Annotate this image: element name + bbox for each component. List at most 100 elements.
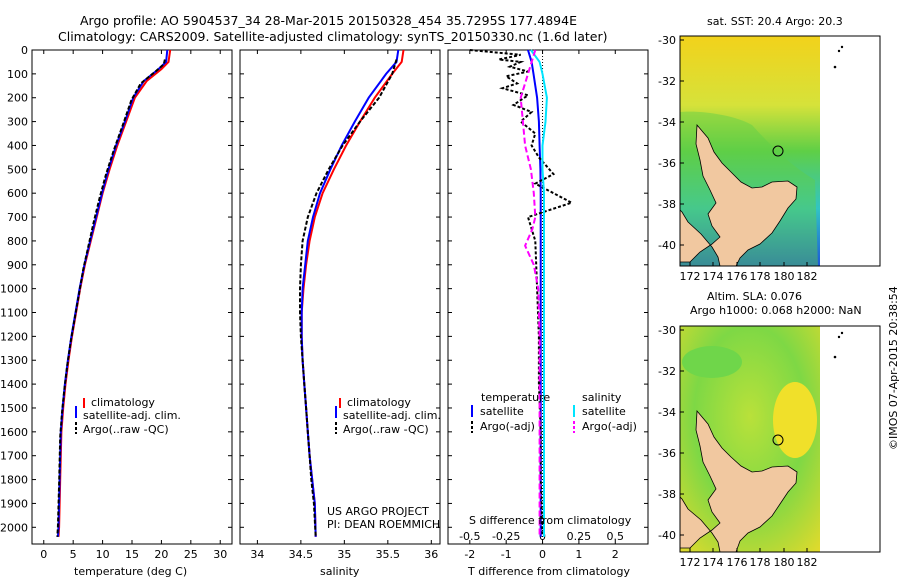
x-tick-label: 34.5 [289,548,314,561]
map-bottom-title-line1: Altim. SLA: 0.076 [707,290,803,303]
x-tick-label: 1 [575,548,582,561]
y-tick-label: 1200 [0,330,28,343]
map-x-tick-label: 172 [680,270,701,283]
y-tick-label: 500 [7,163,28,176]
x-tick-label: 34 [250,548,264,561]
y-tick-label: 1700 [0,450,28,463]
x-tick-label: 36 [424,548,438,561]
sla-map [679,325,881,553]
y-tick-label: 200 [7,92,28,105]
island-marker [840,331,844,335]
y-tick-label: 300 [7,116,28,129]
island-marker [840,45,844,49]
y-tick-label: 800 [7,235,28,248]
y-tick-label: 1500 [0,402,28,415]
legend-label: climatology [347,396,411,409]
series-line-satellite-adj-clim- [300,49,400,537]
series-line-climatology [300,49,405,537]
sst-map [679,35,881,267]
difference-panel-frame [447,49,649,545]
y-tick-label: 100 [7,68,28,81]
map-blank [820,326,880,552]
y-tick-label: 1000 [0,283,28,296]
map-x-tick-label: 174 [703,556,724,569]
map-x-tick-label: 176 [727,270,748,283]
map-x-tick-label: 178 [750,270,771,283]
x-tick-label: 35 [337,548,351,561]
y-tick-label: 1800 [0,474,28,487]
map-y-tick-label: -34 [658,406,676,419]
map-x-tick-label: 178 [750,556,771,569]
argo-position-marker [772,434,784,446]
salinity-panel-frame [239,49,441,545]
y-tick-label: 2000 [0,521,28,534]
x-tick-label: 20 [154,548,168,561]
island-marker [837,335,841,339]
island-marker [837,49,841,53]
legend-label: salinity [582,391,622,404]
argo-position-marker [772,145,784,157]
y-tick-label: 700 [7,211,28,224]
legend-label: temperature [481,391,550,404]
y-tick-label: 900 [7,259,28,272]
map-y-tick-label: -36 [658,157,676,170]
legend-label: satellite [480,405,524,418]
series-line-t-argo-adj- [469,49,575,537]
map-frame [679,35,881,267]
legend-label: climatology [91,396,155,409]
y-tick-label: 600 [7,187,28,200]
salinity-legend: climatology satellite-adj. clim. Argo(..… [327,396,441,531]
chart-title-line2: Climatology: CARS2009. Satellite-adjuste… [58,29,608,44]
legend-label: Argo(-adj) [582,420,637,433]
legend-label: Argo(..raw -QC) [343,423,429,436]
legend-label: Argo(-adj) [480,420,535,433]
legend-label: Argo(..raw -QC) [83,423,169,436]
x-tick-label: 15 [125,548,139,561]
top-tick-label: -0.25 [492,530,520,543]
series-line-s-satellite [530,49,548,537]
map-frame [679,325,881,553]
temperature-panel-frame [31,49,233,545]
sla-low [682,346,742,378]
x-tick-label: 2 [612,548,619,561]
x-axis-label: temperature (deg C) [74,565,187,578]
x-tick-label: 35.5 [376,548,401,561]
legend-label: satellite-adj. clim. [343,409,441,422]
x-axis-label: salinity [320,565,360,578]
y-tick-label: 0 [21,44,28,57]
x-axis-label: T difference from climatology [467,565,630,578]
map-x-tick-label: 182 [797,270,818,283]
x-tick-label: 0 [539,548,546,561]
map-x-tick-label: 180 [774,556,795,569]
chart-title-line1: Argo profile: AO 5904537_34 28-Mar-2015 … [80,13,577,28]
series-line-satellite-adj-clim- [56,49,169,537]
island-marker [833,355,837,359]
series-line-t-satellite [527,49,542,537]
map-y-tick-label: -38 [658,198,676,211]
y-tick-label: 1100 [0,307,28,320]
series-line-climatology [57,49,172,537]
series-line-s-argo-adj- [519,49,541,537]
map-x-tick-label: 174 [703,270,724,283]
legend-label: satellite-adj. clim. [83,409,181,422]
x-tick-label: 5 [70,548,77,561]
y-tick-label: 1900 [0,497,28,510]
series-line-argo-raw-qc- [56,59,166,537]
map-x-tick-label: 176 [727,556,748,569]
y-tick-label: 1400 [0,378,28,391]
difference-legend: temperature satellite Argo(-adj) salinit… [469,391,637,527]
map-y-tick-label: -34 [658,116,676,129]
map-bottom-title-line2: Argo h1000: 0.068 h2000: NaN [690,304,862,317]
top-axis-label: S difference from climatology [469,514,632,527]
map-x-tick-label: 180 [774,270,795,283]
map-y-tick-label: -40 [658,239,676,252]
series-line-argo-raw-qc- [299,59,398,537]
x-tick-label: -2 [464,548,475,561]
sla-high [773,382,817,458]
y-tick-label: 400 [7,139,28,152]
map-y-tick-label: -36 [658,447,676,460]
map-y-tick-label: -38 [658,488,676,501]
y-tick-label: 1300 [0,354,28,367]
top-tick-label: -0.5 [459,530,480,543]
